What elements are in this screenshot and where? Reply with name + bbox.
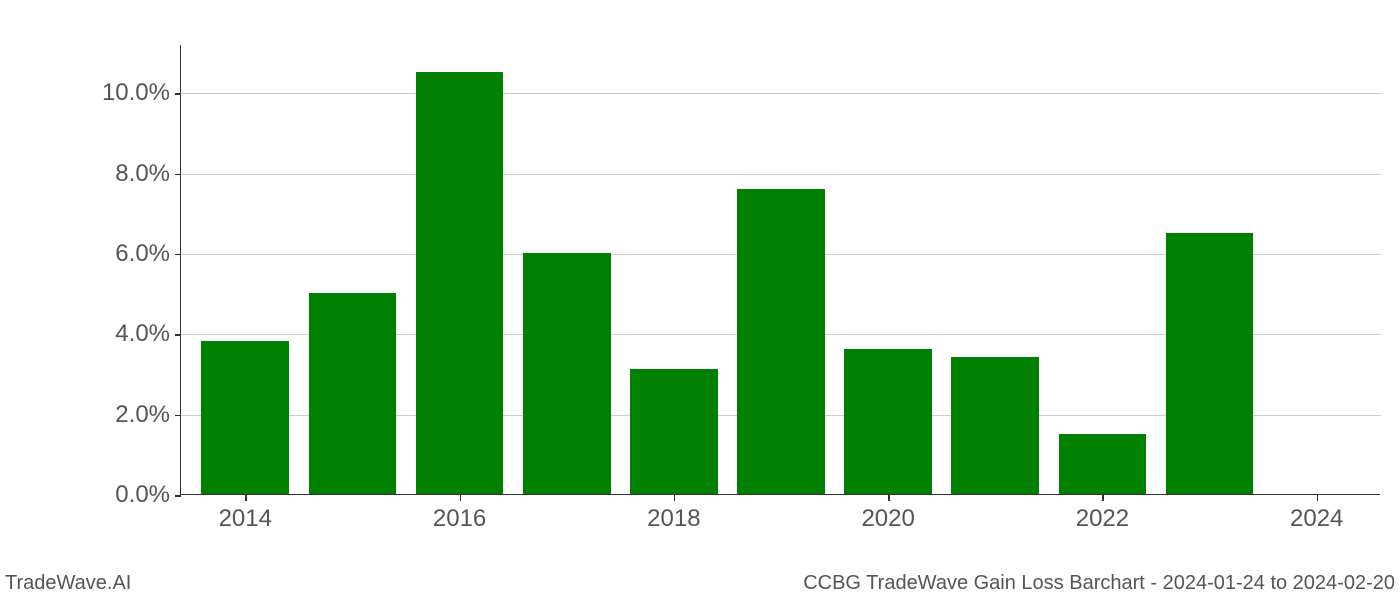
x-tick-mark [674,495,676,501]
bar [844,349,932,494]
bar [523,253,611,494]
bar [1166,233,1254,494]
x-tick-label: 2020 [861,505,914,533]
x-tick-mark [245,495,247,501]
y-tick-mark [175,254,181,256]
x-tick-mark [888,495,890,501]
y-tick-label: 2.0% [70,401,170,429]
y-tick-mark [175,495,181,497]
y-tick-label: 6.0% [70,240,170,268]
chart-container: 0.0%2.0%4.0%6.0%8.0%10.0%201420162018202… [180,45,1380,535]
x-tick-label: 2018 [647,505,700,533]
bar [416,72,504,494]
bar [1059,434,1147,494]
x-tick-label: 2014 [219,505,272,533]
bar [201,341,289,494]
bar [737,189,825,494]
bar [951,357,1039,494]
y-tick-label: 10.0% [70,79,170,107]
bar [630,369,718,494]
plot-area: 0.0%2.0%4.0%6.0%8.0%10.0%201420162018202… [180,45,1380,495]
footer-right-text: CCBG TradeWave Gain Loss Barchart - 2024… [803,572,1395,595]
bar [309,293,397,494]
y-tick-mark [175,93,181,95]
gridline [181,93,1381,94]
x-tick-mark [1317,495,1319,501]
x-tick-label: 2016 [433,505,486,533]
x-tick-mark [1102,495,1104,501]
footer-left-text: TradeWave.AI [5,572,131,595]
y-tick-mark [175,174,181,176]
x-tick-label: 2024 [1290,505,1343,533]
y-tick-label: 4.0% [70,320,170,348]
y-tick-mark [175,415,181,417]
x-tick-mark [460,495,462,501]
y-tick-label: 0.0% [70,481,170,509]
gridline [181,174,1381,175]
y-tick-mark [175,334,181,336]
x-tick-label: 2022 [1076,505,1129,533]
y-tick-label: 8.0% [70,160,170,188]
